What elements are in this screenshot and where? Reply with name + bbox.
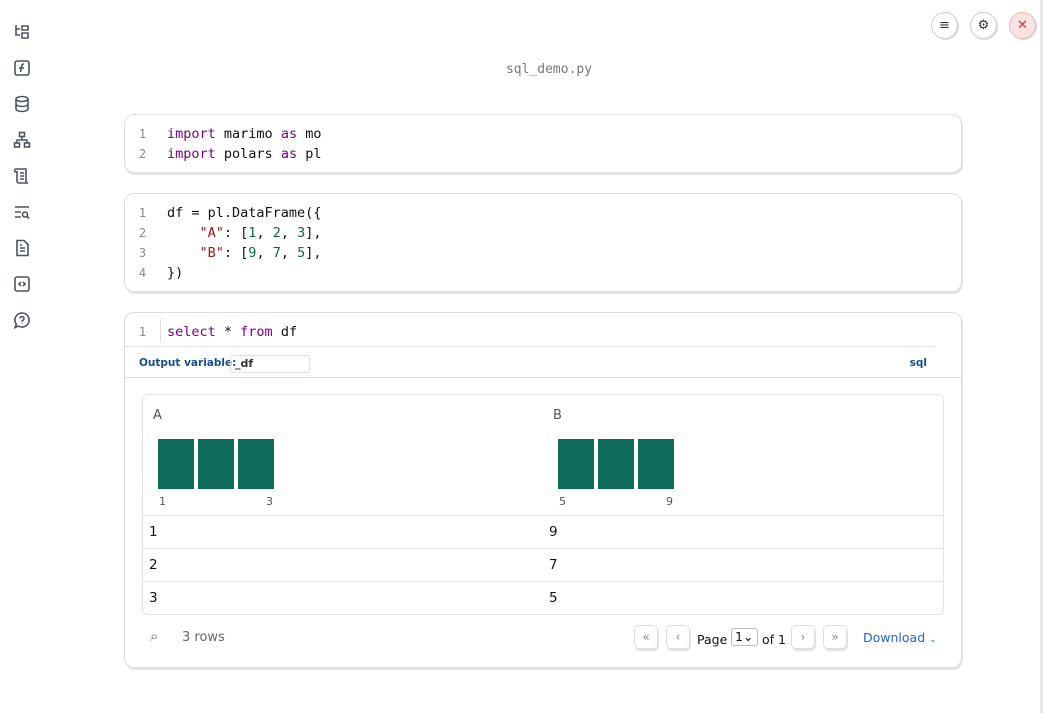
language-label[interactable]: sql	[909, 357, 927, 369]
help-chat-icon[interactable]	[12, 310, 32, 330]
page-label: Page	[697, 632, 728, 647]
line-number: 1	[138, 206, 147, 220]
download-button[interactable]: Download ⌄	[863, 630, 937, 645]
code-line: })	[167, 265, 184, 281]
page-select[interactable]: 1⌄	[731, 628, 758, 646]
menu-button[interactable]: ≡	[931, 12, 958, 39]
file-tree-icon[interactable]	[12, 22, 32, 42]
function-icon[interactable]	[12, 58, 32, 78]
output-variable-label: Output variable:	[139, 357, 237, 369]
next-page-button[interactable]: ›	[791, 625, 815, 649]
page-value: 1	[735, 629, 743, 644]
histogram-bar[interactable]	[558, 439, 594, 489]
cell: 5	[549, 590, 558, 606]
histogram-bar[interactable]	[158, 439, 194, 489]
database-icon[interactable]	[12, 94, 32, 114]
code-line: "A": [1, 2, 3],	[199, 225, 322, 241]
search-list-icon[interactable]	[12, 202, 32, 222]
table-footer: ⌕ 3 rows « ‹ Page 1⌄ of 1 › » Download ⌄	[125, 625, 963, 655]
chevron-down-icon: ⌄	[929, 635, 937, 645]
prev-page-button[interactable]: ‹	[666, 625, 690, 649]
column-header-A[interactable]: A 1 3	[143, 395, 543, 516]
code-snippet-icon[interactable]	[12, 274, 32, 294]
code-line: import marimo as mo	[167, 126, 322, 142]
axis-max: 9	[666, 495, 673, 508]
column-name: A	[153, 408, 162, 423]
cell: 2	[149, 557, 158, 573]
sql-cell[interactable]: 1 select * from df Output variable: _df …	[124, 312, 962, 668]
code-line: select * from df	[167, 324, 298, 340]
output-variable-input[interactable]: _df	[230, 355, 310, 373]
code-line: import polars as pl	[167, 146, 322, 162]
histogram-bar[interactable]	[598, 439, 634, 489]
document-icon[interactable]	[12, 238, 32, 258]
cell: 1	[149, 524, 158, 540]
column-name: B	[553, 408, 562, 423]
gear-icon: ⚙	[977, 18, 990, 33]
histogram-bar[interactable]	[198, 439, 234, 489]
line-number: 1	[138, 127, 147, 141]
line-number: 4	[138, 266, 147, 280]
hamburger-icon: ≡	[939, 18, 950, 33]
histogram-bar[interactable]	[238, 439, 274, 489]
cell: 9	[549, 524, 558, 540]
code-line: df = pl.DataFrame({	[167, 205, 322, 221]
code-cell-dataframe[interactable]: 1 2 3 4 df = pl.DataFrame({ "A": [1, 2, …	[124, 193, 962, 292]
dependency-graph-icon[interactable]	[12, 130, 32, 150]
scrollbar[interactable]	[1040, 0, 1043, 713]
line-number: 2	[138, 226, 147, 240]
column-header-B[interactable]: B 5 9	[543, 395, 943, 516]
page-total: of 1	[762, 632, 786, 647]
line-number: 2	[138, 147, 147, 161]
line-number: 1	[138, 325, 147, 339]
search-icon[interactable]: ⌕	[150, 627, 159, 645]
close-icon: ✕	[1017, 18, 1028, 33]
axis-max: 3	[266, 495, 273, 508]
notebook-title: sql_demo.py	[505, 62, 593, 77]
axis-min: 5	[559, 495, 566, 508]
cell: 7	[549, 557, 558, 573]
settings-button[interactable]: ⚙	[970, 12, 997, 39]
line-number: 3	[138, 246, 147, 260]
code-editor[interactable]: 1 select * from df	[125, 313, 935, 347]
last-page-button[interactable]: »	[823, 625, 847, 649]
shutdown-button[interactable]: ✕	[1009, 12, 1036, 39]
scroll-icon[interactable]	[12, 166, 32, 186]
row-count: 3 rows	[182, 630, 225, 645]
code-line: "B": [9, 7, 5],	[199, 245, 322, 261]
first-page-button[interactable]: «	[634, 625, 658, 649]
code-editor[interactable]: 1 2 import marimo as mo import polars as…	[125, 115, 961, 162]
axis-min: 1	[159, 495, 166, 508]
code-cell-imports[interactable]: 1 2 import marimo as mo import polars as…	[124, 114, 962, 173]
code-editor[interactable]: 1 2 3 4 df = pl.DataFrame({ "A": [1, 2, …	[125, 194, 961, 281]
histogram-bar[interactable]	[638, 439, 674, 489]
download-label: Download	[863, 630, 926, 645]
cell: 3	[149, 590, 158, 606]
